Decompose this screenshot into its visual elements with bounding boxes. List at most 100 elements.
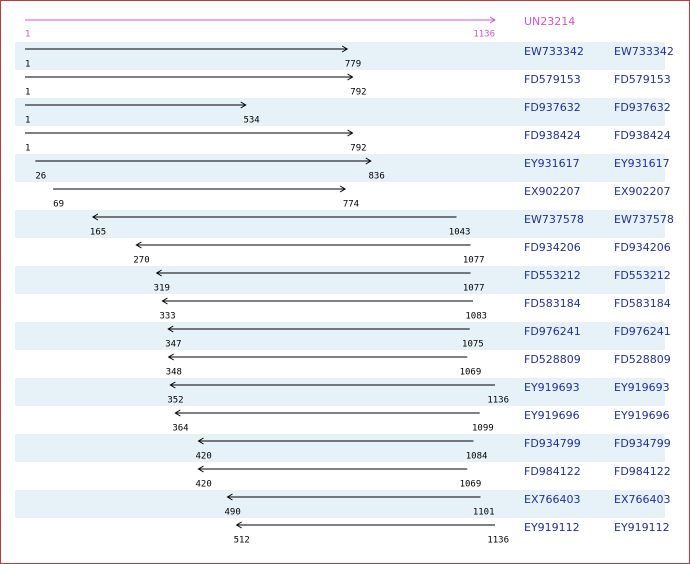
- end-label: 1077: [463, 256, 485, 266]
- row-id-link: FD579153: [614, 73, 671, 86]
- arrow-head: [197, 465, 204, 473]
- start-label: 333: [159, 312, 175, 322]
- row-id-link: FD937632: [614, 101, 671, 114]
- row-id: FD976241: [524, 325, 581, 338]
- start-label: 1: [25, 116, 30, 126]
- start-label: 69: [53, 200, 64, 210]
- end-label: 534: [243, 116, 259, 126]
- arrow-head: [155, 269, 162, 277]
- end-label: 1083: [465, 312, 487, 322]
- end-label: 1077: [463, 284, 485, 294]
- reference-end-label: 1136: [473, 30, 495, 40]
- start-label: 26: [35, 172, 46, 182]
- end-label: 774: [343, 200, 359, 210]
- end-label: 1069: [460, 368, 482, 378]
- row-id-link: EY931617: [614, 157, 670, 170]
- row-id-link: FD528809: [614, 353, 671, 366]
- start-label: 319: [154, 284, 170, 294]
- row-id-link: EW733342: [614, 45, 674, 58]
- row-id-link: FD583184: [614, 297, 671, 310]
- row-band: [15, 434, 665, 462]
- row-id-link: EX766403: [614, 493, 670, 506]
- start-label: 512: [234, 536, 250, 546]
- arrow-head: [341, 45, 349, 53]
- start-label: 364: [172, 424, 188, 434]
- row-bands: [15, 42, 665, 518]
- start-label: 347: [165, 340, 181, 350]
- arrow-head: [135, 241, 142, 249]
- row-id: EW733342: [524, 45, 584, 58]
- row-id: EX766403: [524, 493, 580, 506]
- end-label: 1101: [473, 508, 495, 518]
- arrow-head: [167, 353, 174, 361]
- row-id-link: FD934206: [614, 241, 671, 254]
- end-label: 779: [345, 60, 361, 70]
- row-band: [15, 98, 665, 126]
- arrow-head: [347, 129, 354, 137]
- row-id-link: FD938424: [614, 129, 671, 142]
- row-id: FD528809: [524, 353, 581, 366]
- row-id-link: FD976241: [614, 325, 671, 338]
- row-band: [15, 210, 665, 238]
- arrow-head: [365, 157, 372, 165]
- start-label: 348: [166, 368, 182, 378]
- row-id: FD553212: [524, 269, 581, 282]
- row-id: FD934206: [524, 241, 581, 254]
- start-label: 352: [167, 396, 183, 406]
- start-label: 1: [25, 60, 30, 70]
- end-label: 1043: [449, 228, 471, 238]
- start-label: 1: [25, 88, 30, 98]
- arrow-head: [347, 73, 354, 81]
- row-band: [15, 322, 665, 350]
- row-id: EY931617: [524, 157, 580, 170]
- row-id-link: FD984122: [614, 465, 671, 478]
- row-id: FD934799: [524, 437, 581, 450]
- row-id: FD583184: [524, 297, 581, 310]
- start-label: 490: [224, 508, 240, 518]
- row-id: EX902207: [524, 185, 580, 198]
- arrow-head: [174, 409, 181, 417]
- end-label: 792: [350, 88, 366, 98]
- end-label: 1099: [472, 424, 494, 434]
- end-label: 836: [369, 172, 385, 182]
- arrow-head: [197, 437, 204, 445]
- row-id: EY919693: [524, 381, 580, 394]
- arrow-head: [489, 16, 496, 24]
- row-band: [15, 266, 665, 294]
- reference-id: UN23214: [524, 15, 575, 28]
- row-id-link: FD553212: [614, 269, 671, 282]
- arrow-head: [167, 325, 174, 333]
- arrow-head: [161, 297, 168, 305]
- end-label: 1084: [466, 452, 488, 462]
- row-band: [15, 154, 665, 182]
- row-band: [15, 490, 665, 518]
- reference-start-label: 1: [25, 30, 30, 40]
- arrow-head: [169, 381, 176, 389]
- row-id: EY919112: [524, 521, 580, 534]
- row-band: [15, 378, 665, 406]
- row-id-link: EY919112: [614, 521, 670, 534]
- row-id: FD937632: [524, 101, 581, 114]
- start-label: 420: [196, 480, 212, 490]
- row-id-link: EX902207: [614, 185, 670, 198]
- start-label: 165: [90, 228, 106, 238]
- row-id: FD938424: [524, 129, 581, 142]
- row-id-link: EY919696: [614, 409, 670, 422]
- row-id: FD984122: [524, 465, 581, 478]
- row-id: EW737578: [524, 213, 584, 226]
- start-label: 420: [196, 452, 212, 462]
- start-label: 1: [25, 144, 30, 154]
- start-label: 270: [133, 256, 149, 266]
- end-label: 792: [350, 144, 366, 154]
- row-id: EY919696: [524, 409, 580, 422]
- arrow-head: [240, 101, 247, 109]
- row-id-link: FD934799: [614, 437, 671, 450]
- arrow-head: [226, 493, 233, 501]
- end-label: 1069: [460, 480, 482, 490]
- arrow-head: [339, 185, 347, 193]
- row-band: [15, 42, 665, 70]
- end-label: 1136: [487, 536, 509, 546]
- end-label: 1136: [487, 396, 509, 406]
